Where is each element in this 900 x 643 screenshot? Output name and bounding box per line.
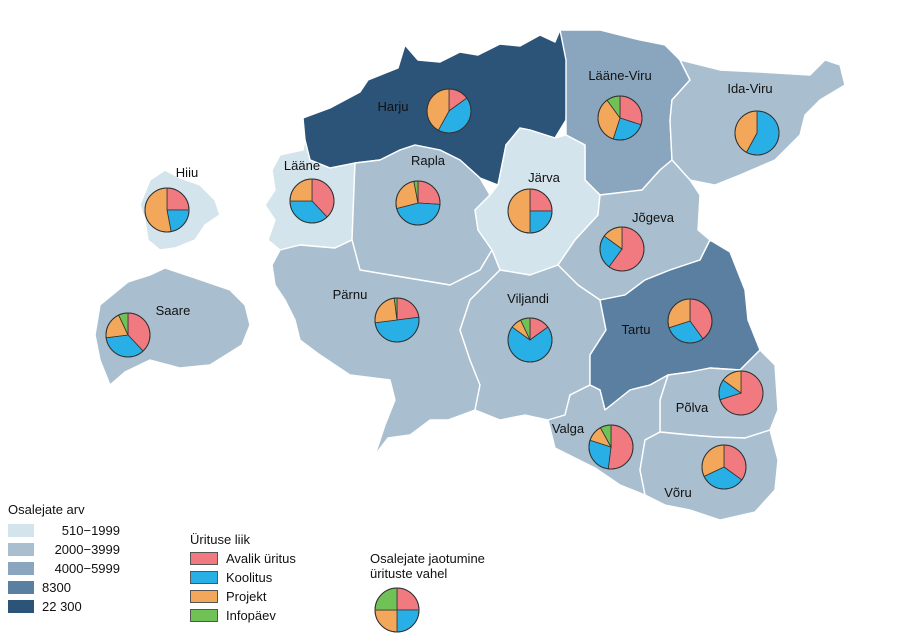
- legend-participants-label: 22 300: [42, 599, 82, 614]
- county-label-j-rva: Järva: [528, 170, 561, 185]
- legend-participants-label: 4000−5999: [54, 561, 120, 576]
- pie-valga-outline: [588, 424, 634, 470]
- pie-p-lva: [718, 370, 764, 416]
- pie-l-ne-outline: [289, 178, 335, 224]
- pie-j-geva: [599, 226, 645, 272]
- county-label-hiiu: Hiiu: [176, 165, 198, 180]
- pie-v-ru-outline: [701, 444, 747, 490]
- pie-p-rnu: [374, 297, 420, 343]
- county-label-harju: Harju: [377, 99, 408, 114]
- legend-event-swatch: [190, 571, 218, 584]
- pie-j-geva-outline: [599, 226, 645, 272]
- pie-viljandi-outline: [507, 317, 553, 363]
- legend-pie-title-line1: Osalejate jaotumine: [370, 551, 485, 566]
- legend-event-row: Infopäev: [190, 606, 296, 625]
- pie-l-ne: [289, 178, 335, 224]
- legend-participants: Osalejate arv 510−1999 2000−3999 4000−59…: [8, 502, 120, 616]
- pie-ida-viru: [734, 110, 780, 156]
- legend-swatch: [8, 524, 34, 537]
- legend-event-swatch: [190, 609, 218, 622]
- legend-participants-label: 8300: [42, 580, 71, 595]
- legend-pie: Osalejate jaotumine ürituste vahel: [370, 551, 485, 633]
- county-label-ida-viru: Ida-Viru: [727, 81, 772, 96]
- legend-participants-title: Osalejate arv: [8, 502, 85, 517]
- legend-pie-outline: [374, 587, 420, 633]
- legend-event-swatch: [190, 590, 218, 603]
- county-label-p-rnu: Pärnu: [333, 287, 368, 302]
- pie-j-rva: [507, 188, 553, 234]
- legend-swatch: [8, 581, 34, 594]
- pie-j-rva-outline: [507, 188, 553, 234]
- county-label-l-ne-viru: Lääne-Viru: [588, 68, 651, 83]
- legend-participants-row: 510−1999: [8, 521, 120, 540]
- legend-event-label: Koolitus: [226, 570, 273, 585]
- pie-ida-viru-outline: [734, 110, 780, 156]
- pie-saare-outline: [105, 312, 151, 358]
- legend-participants-label: 2000−3999: [54, 542, 120, 557]
- pie-rapla-outline: [395, 180, 441, 226]
- legend-pie-title-line2: ürituste vahel: [370, 566, 448, 581]
- legend-event-title: Ürituse liik: [190, 532, 250, 547]
- legend-event-label: Projekt: [226, 589, 267, 604]
- legend-swatch: [8, 600, 34, 613]
- county-label-j-geva: Jõgeva: [632, 210, 675, 225]
- county-shape-parnu[interactable]: [271, 239, 501, 456]
- pie-v-ru: [701, 444, 747, 490]
- legend-event-row: Avalik üritus: [190, 549, 296, 568]
- pie-harju: [426, 88, 472, 134]
- legend-swatch: [8, 562, 34, 575]
- pie-p-lva-outline: [718, 370, 764, 416]
- pie-valga: [588, 424, 634, 470]
- pie-tartu: [667, 298, 713, 344]
- county-label-viljandi: Viljandi: [507, 291, 549, 306]
- pie-p-rnu-outline: [374, 297, 420, 343]
- pie-l-ne-viru-outline: [597, 95, 643, 141]
- legend-event-swatch: [190, 552, 218, 565]
- pie-hiiu: [144, 187, 190, 233]
- legend-participants-row: 8300: [8, 578, 120, 597]
- pie-rapla: [395, 180, 441, 226]
- pie-hiiu-outline: [144, 187, 190, 233]
- county-label-l-ne: Lääne: [284, 158, 320, 173]
- county-label-rapla: Rapla: [411, 153, 446, 168]
- county-labels: Harju Lääne-Viru Ida-Viru Hiiu Lääne Rapla Jär…: [156, 68, 773, 500]
- county-pie-charts: [105, 88, 780, 490]
- pie-tartu-outline: [667, 298, 713, 344]
- pie-l-ne-viru: [597, 95, 643, 141]
- legend-pie-graphic: [374, 587, 420, 633]
- pie-saare: [105, 312, 151, 358]
- pie-viljandi: [507, 317, 553, 363]
- pie-harju-outline: [426, 88, 472, 134]
- county-label-v-ru: Võru: [664, 485, 691, 500]
- legend-participants-row: 4000−5999: [8, 559, 120, 578]
- legend-participants-label: 510−1999: [61, 523, 120, 538]
- legend-swatch: [8, 543, 34, 556]
- county-label-p-lva: Põlva: [676, 400, 709, 415]
- county-label-saare: Saare: [156, 303, 191, 318]
- legend-event-label: Infopäev: [226, 608, 276, 623]
- legend-participants-row: 22 300: [8, 597, 120, 616]
- legend-event-row: Koolitus: [190, 568, 296, 587]
- legend-participants-row: 2000−3999: [8, 540, 120, 559]
- county-label-tartu: Tartu: [622, 322, 651, 337]
- legend-event-type: Ürituse liik Avalik üritus Koolitus Proj…: [190, 532, 296, 625]
- legend-event-row: Projekt: [190, 587, 296, 606]
- county-label-valga: Valga: [552, 421, 585, 436]
- legend-event-label: Avalik üritus: [226, 551, 296, 566]
